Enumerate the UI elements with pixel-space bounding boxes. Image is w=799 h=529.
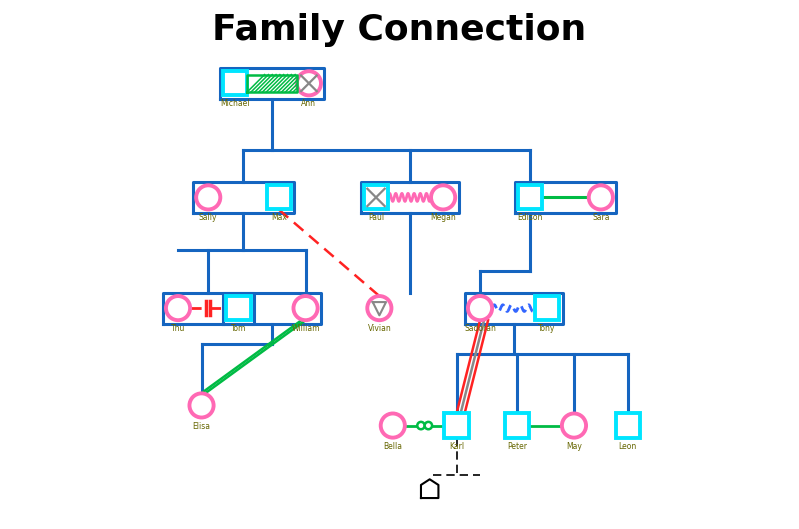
Bar (247, 75, 296, 92)
Circle shape (589, 185, 613, 209)
FancyBboxPatch shape (519, 185, 543, 209)
Circle shape (424, 422, 432, 429)
FancyBboxPatch shape (444, 414, 469, 437)
Text: Vivian: Vivian (368, 324, 392, 333)
Circle shape (468, 296, 492, 320)
Text: William: William (292, 324, 320, 333)
Text: Thu: Thu (171, 324, 185, 333)
Text: May: May (566, 442, 582, 451)
Text: Michael: Michael (221, 99, 250, 108)
Text: Ann: Ann (301, 99, 316, 108)
Text: Karl: Karl (449, 442, 464, 451)
Text: Sally: Sally (199, 214, 217, 223)
Circle shape (431, 185, 455, 209)
Circle shape (368, 296, 392, 320)
Text: Tom: Tom (231, 324, 246, 333)
Text: Max: Max (271, 214, 287, 223)
Circle shape (296, 71, 321, 95)
Circle shape (197, 185, 221, 209)
Text: Megan: Megan (430, 214, 456, 223)
FancyBboxPatch shape (505, 414, 529, 437)
Text: Tony: Tony (539, 324, 556, 333)
Text: Leon: Leon (618, 442, 637, 451)
FancyBboxPatch shape (364, 185, 388, 209)
Text: Family Connection: Family Connection (213, 13, 586, 47)
FancyBboxPatch shape (226, 296, 251, 320)
Text: Edison: Edison (518, 214, 543, 223)
Circle shape (166, 296, 190, 320)
Circle shape (380, 414, 405, 437)
Text: Sara: Sara (592, 214, 610, 223)
Circle shape (189, 394, 213, 417)
FancyBboxPatch shape (535, 296, 559, 320)
Text: Peter: Peter (507, 442, 527, 451)
Circle shape (562, 414, 586, 437)
FancyBboxPatch shape (223, 71, 247, 95)
Text: Sadoran: Sadoran (464, 324, 496, 333)
FancyBboxPatch shape (615, 414, 640, 437)
Circle shape (293, 296, 318, 320)
Text: Paul: Paul (368, 214, 384, 223)
Circle shape (417, 422, 424, 429)
Text: Elisa: Elisa (193, 422, 210, 431)
Text: Bella: Bella (384, 442, 402, 451)
FancyBboxPatch shape (267, 185, 291, 209)
